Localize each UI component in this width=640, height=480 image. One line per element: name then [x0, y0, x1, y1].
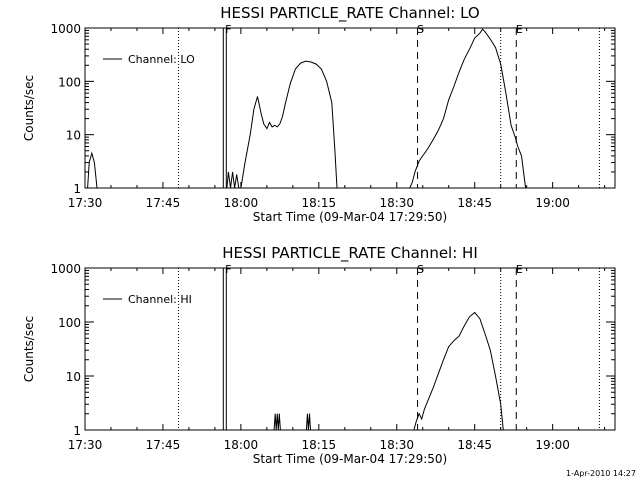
- legend-label: Channel: LO: [128, 53, 195, 66]
- x-tick-label: 18:45: [457, 196, 492, 210]
- y-tick-label: 100: [58, 75, 81, 89]
- series-line: [273, 413, 281, 431]
- series-line: [240, 60, 338, 189]
- y-tick-label: 1000: [50, 262, 81, 276]
- series-line: [305, 413, 311, 431]
- y-tick-label: 1000: [50, 22, 81, 36]
- plot-frame: [84, 27, 616, 189]
- panel-channel-lo: HESSI PARTICLE_RATE Channel: LO 17:30 17:4…: [22, 4, 616, 224]
- y-axis-label: Counts/sec: [22, 316, 36, 382]
- x-tick-label: 18:00: [224, 438, 259, 452]
- y-tick-label: 10: [66, 370, 81, 384]
- x-tick-label: 19:00: [535, 438, 570, 452]
- marker-label-s: S: [417, 263, 424, 276]
- y-tick-label: 100: [58, 316, 81, 330]
- y-tick-label: 1: [73, 424, 81, 438]
- x-tick-label: 18:00: [224, 196, 259, 210]
- x-tick-label: 17:30: [68, 196, 103, 210]
- marker-label-s: S: [417, 23, 424, 36]
- y-tick-label: 10: [66, 129, 81, 143]
- series-line: [87, 151, 98, 189]
- x-tick-label: 18:30: [379, 196, 414, 210]
- chart-title: HESSI PARTICLE_RATE Channel: HI: [222, 244, 478, 263]
- x-tick-label: 18:15: [302, 196, 337, 210]
- marker-label-f: F: [225, 263, 231, 276]
- x-axis-label: Start Time (09-Mar-04 17:29:50): [253, 210, 447, 224]
- footer-timestamp: 1-Apr-2010 14:27: [566, 469, 636, 478]
- y-tick-label: 1: [73, 182, 81, 196]
- panel-channel-hi: HESSI PARTICLE_RATE Channel: HI 17:30 17:4…: [22, 244, 616, 466]
- plot-frame: [84, 267, 616, 431]
- x-tick-label: 17:30: [68, 438, 103, 452]
- marker-label-e: E: [516, 23, 523, 36]
- y-axis-label: Counts/sec: [22, 75, 36, 141]
- x-axis-label: Start Time (09-Mar-04 17:29:50): [253, 452, 447, 466]
- x-tick-label: 17:45: [146, 196, 181, 210]
- series-line: [409, 28, 527, 189]
- legend-label: Channel: HI: [128, 293, 192, 306]
- x-tick-label: 18:45: [457, 438, 492, 452]
- marker-label-f: F: [225, 23, 231, 36]
- chart-title: HESSI PARTICLE_RATE Channel: LO: [220, 4, 479, 23]
- x-tick-label: 19:00: [535, 196, 570, 210]
- x-tick-label: 18:15: [302, 438, 337, 452]
- series-line: [413, 311, 504, 431]
- marker-label-e: E: [516, 263, 523, 276]
- series-line: [226, 171, 241, 189]
- x-tick-label: 17:45: [146, 438, 181, 452]
- x-tick-label: 18:30: [379, 438, 414, 452]
